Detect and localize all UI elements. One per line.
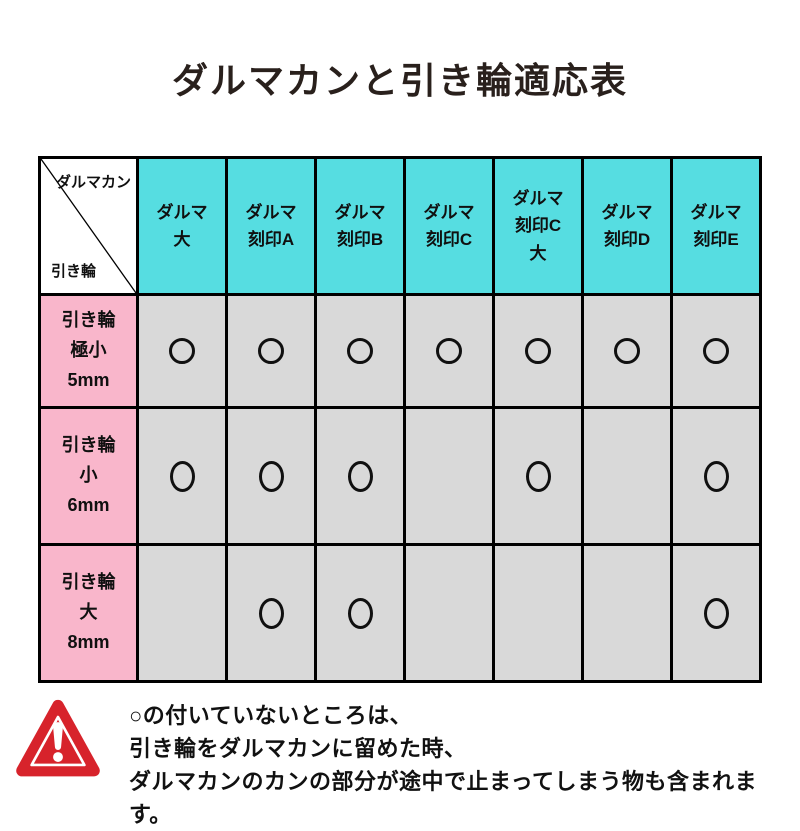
table-cell-r3c5 xyxy=(495,546,581,680)
circle-mark xyxy=(347,460,373,492)
table-cell-r1c5 xyxy=(495,296,581,406)
circle-mark xyxy=(703,597,729,629)
corner-label-darumakan: ダルマカン xyxy=(55,174,131,191)
note-text: ○の付いていないところは、 引き輪をダルマカンに留めた時、 ダルマカンのカンの部… xyxy=(129,699,799,831)
diagonal-divider xyxy=(41,159,136,293)
circle-mark xyxy=(525,460,551,492)
table-cell-r2c4 xyxy=(406,409,492,543)
circle-mark xyxy=(703,460,729,492)
note-line-2: 引き輪をダルマカンに留めた時、 xyxy=(129,736,467,761)
note-line-1: ○の付いていないところは、 xyxy=(129,703,413,728)
table-cell-r3c7 xyxy=(673,546,759,680)
table-cell-r2c2 xyxy=(228,409,314,543)
corner-cell: ダルマカン 引き輪 xyxy=(41,159,136,293)
col-header-kokuin-d: ダルマ 刻印D xyxy=(584,159,670,293)
row-header-sho-6mm: 引き輪 小 6mm xyxy=(41,409,136,543)
table-cell-r3c6 xyxy=(584,546,670,680)
warning-icon xyxy=(16,699,100,777)
table-cell-r2c6 xyxy=(584,409,670,543)
row-header-gokusho-5mm: 引き輪 極小 5mm xyxy=(41,296,136,406)
row-header-dai-8mm: 引き輪 大 8mm xyxy=(41,546,136,680)
col-header-kokuin-e: ダルマ 刻印E xyxy=(673,159,759,293)
circle-mark xyxy=(258,460,284,492)
table-cell-r2c1 xyxy=(139,409,225,543)
circle-mark xyxy=(169,460,195,492)
compatibility-table: ダルマカン 引き輪 ダルマ 大 ダルマ 刻印A ダルマ 刻印B ダルマ 刻印C … xyxy=(38,156,762,683)
circle-mark xyxy=(347,338,373,364)
circle-mark xyxy=(169,338,195,364)
table-cell-r1c1 xyxy=(139,296,225,406)
col-header-kokuin-c-dai: ダルマ 刻印C 大 xyxy=(495,159,581,293)
table-cell-r1c3 xyxy=(317,296,403,406)
table-cell-r2c5 xyxy=(495,409,581,543)
circle-mark xyxy=(258,597,284,629)
col-header-kokuin-b: ダルマ 刻印B xyxy=(317,159,403,293)
col-header-daruma-dai: ダルマ 大 xyxy=(139,159,225,293)
col-header-kokuin-c: ダルマ 刻印C xyxy=(406,159,492,293)
table-cell-r3c4 xyxy=(406,546,492,680)
table-cell-r2c7 xyxy=(673,409,759,543)
table-cell-r3c3 xyxy=(317,546,403,680)
circle-mark xyxy=(436,338,462,364)
circle-mark xyxy=(525,338,551,364)
table-cell-r3c1 xyxy=(139,546,225,680)
table-cell-r3c2 xyxy=(228,546,314,680)
table-cell-r2c3 xyxy=(317,409,403,543)
col-header-kokuin-a: ダルマ 刻印A xyxy=(228,159,314,293)
corner-label-hikiwa: 引き輪 xyxy=(51,263,97,280)
table-cell-r1c6 xyxy=(584,296,670,406)
page-title: ダルマカンと引き輪適応表 xyxy=(171,60,628,101)
circle-mark xyxy=(703,338,729,364)
table-cell-r1c2 xyxy=(228,296,314,406)
table-cell-r1c4 xyxy=(406,296,492,406)
note-line-3: ダルマカンのカンの部分が途中で止まってしまう物も含まれます。 xyxy=(129,769,758,827)
circle-mark xyxy=(258,338,284,364)
circle-mark xyxy=(347,597,373,629)
circle-mark xyxy=(614,338,640,364)
table-cell-r1c7 xyxy=(673,296,759,406)
